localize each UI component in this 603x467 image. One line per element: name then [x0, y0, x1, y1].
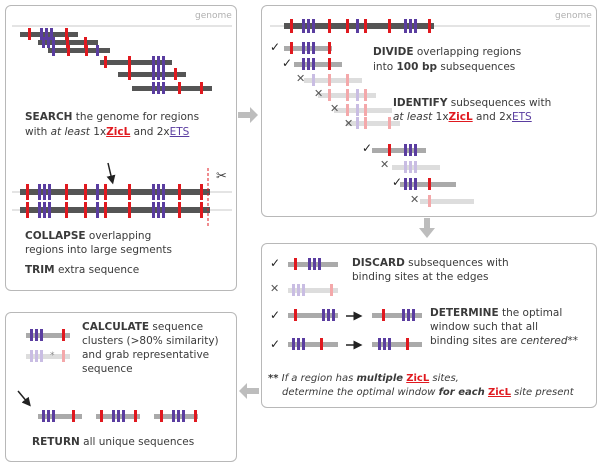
- unique-sequences: [38, 410, 198, 422]
- collapse-arrow: [106, 162, 116, 185]
- divide-full-segment: [284, 19, 434, 33]
- check-icon: ✓: [392, 175, 403, 189]
- divide-text-line1: DIVIDE overlapping regions: [373, 46, 522, 58]
- cross-icon: ✕: [296, 72, 306, 85]
- search-regions: [20, 28, 212, 94]
- genome-label-2: genome: [555, 11, 592, 21]
- determine-text-line2: window such that all: [430, 321, 538, 333]
- check-icon: ✓: [270, 40, 281, 54]
- check-icon: ✓: [270, 256, 281, 270]
- cross-icon: ✕: [330, 102, 340, 115]
- discard-text-line1: DISCARD subsequences with: [352, 257, 509, 269]
- collapsed-segments: [12, 184, 232, 218]
- subsequences: [284, 42, 474, 207]
- discard-remove: [288, 284, 338, 296]
- collapse-text-line2: regions into large segments: [25, 244, 172, 256]
- return-arrow: [17, 390, 31, 407]
- determine-example-2: [288, 338, 422, 350]
- arrow-panel2-to-3: [419, 218, 435, 238]
- check-icon: ✓: [282, 56, 293, 70]
- trim-text: TRIM extra sequence: [25, 264, 140, 276]
- genome-label: genome: [195, 11, 232, 21]
- cross-icon: ✕: [380, 158, 390, 171]
- footnote-line2: determine the optimal window for each Zi…: [282, 387, 574, 398]
- cluster-example-dark: [26, 329, 70, 341]
- discard-text-line2: binding sites at the edges: [352, 271, 489, 283]
- footnote-line1: ** If a region has multiple ZicL sites,: [268, 373, 459, 384]
- panel-search: [5, 5, 237, 291]
- scissors-icon: ✂: [216, 169, 227, 184]
- calculate-text-line2: clusters (>80% similarity): [82, 335, 219, 347]
- arrow-panel3-to-4: [239, 383, 259, 399]
- arrow-panel1-to-2: [238, 107, 258, 123]
- calculate-text-line1: CALCULATE sequence: [82, 321, 204, 333]
- cross-icon: ✕: [270, 282, 280, 295]
- divide-text-line2: into 100 bp subsequences: [373, 61, 516, 73]
- check-icon: ✓: [270, 337, 281, 351]
- search-text-line2: with at least 1xZicL and 2xETS: [25, 126, 190, 138]
- return-text: RETURN all unique sequences: [32, 436, 195, 448]
- identify-text-line1: IDENTIFY subsequences with: [393, 97, 552, 109]
- asterisk-mark: *: [50, 351, 55, 361]
- check-icon: ✓: [270, 308, 281, 322]
- determine-text-line3: binding sites are centered**: [430, 335, 578, 347]
- cluster-example-light: [26, 350, 70, 362]
- discard-keep: [288, 258, 338, 270]
- cross-icon: ✕: [410, 193, 420, 206]
- calculate-text-line4: sequence: [82, 363, 133, 375]
- calculate-text-line3: and grab representative: [82, 349, 210, 361]
- cross-icon: ✕: [344, 117, 354, 130]
- determine-text-line1: DETERMINE the optimal: [430, 307, 563, 319]
- panel-discard: [261, 243, 597, 408]
- collapse-text-line1: COLLAPSE overlapping: [25, 230, 152, 242]
- search-text-line1: SEARCH the genome for regions: [25, 111, 200, 123]
- cross-icon: ✕: [314, 87, 324, 100]
- identify-text-line2: at least 1xZicL and 2xETS: [393, 111, 532, 123]
- determine-example-1: [288, 309, 422, 321]
- check-icon: ✓: [362, 141, 373, 155]
